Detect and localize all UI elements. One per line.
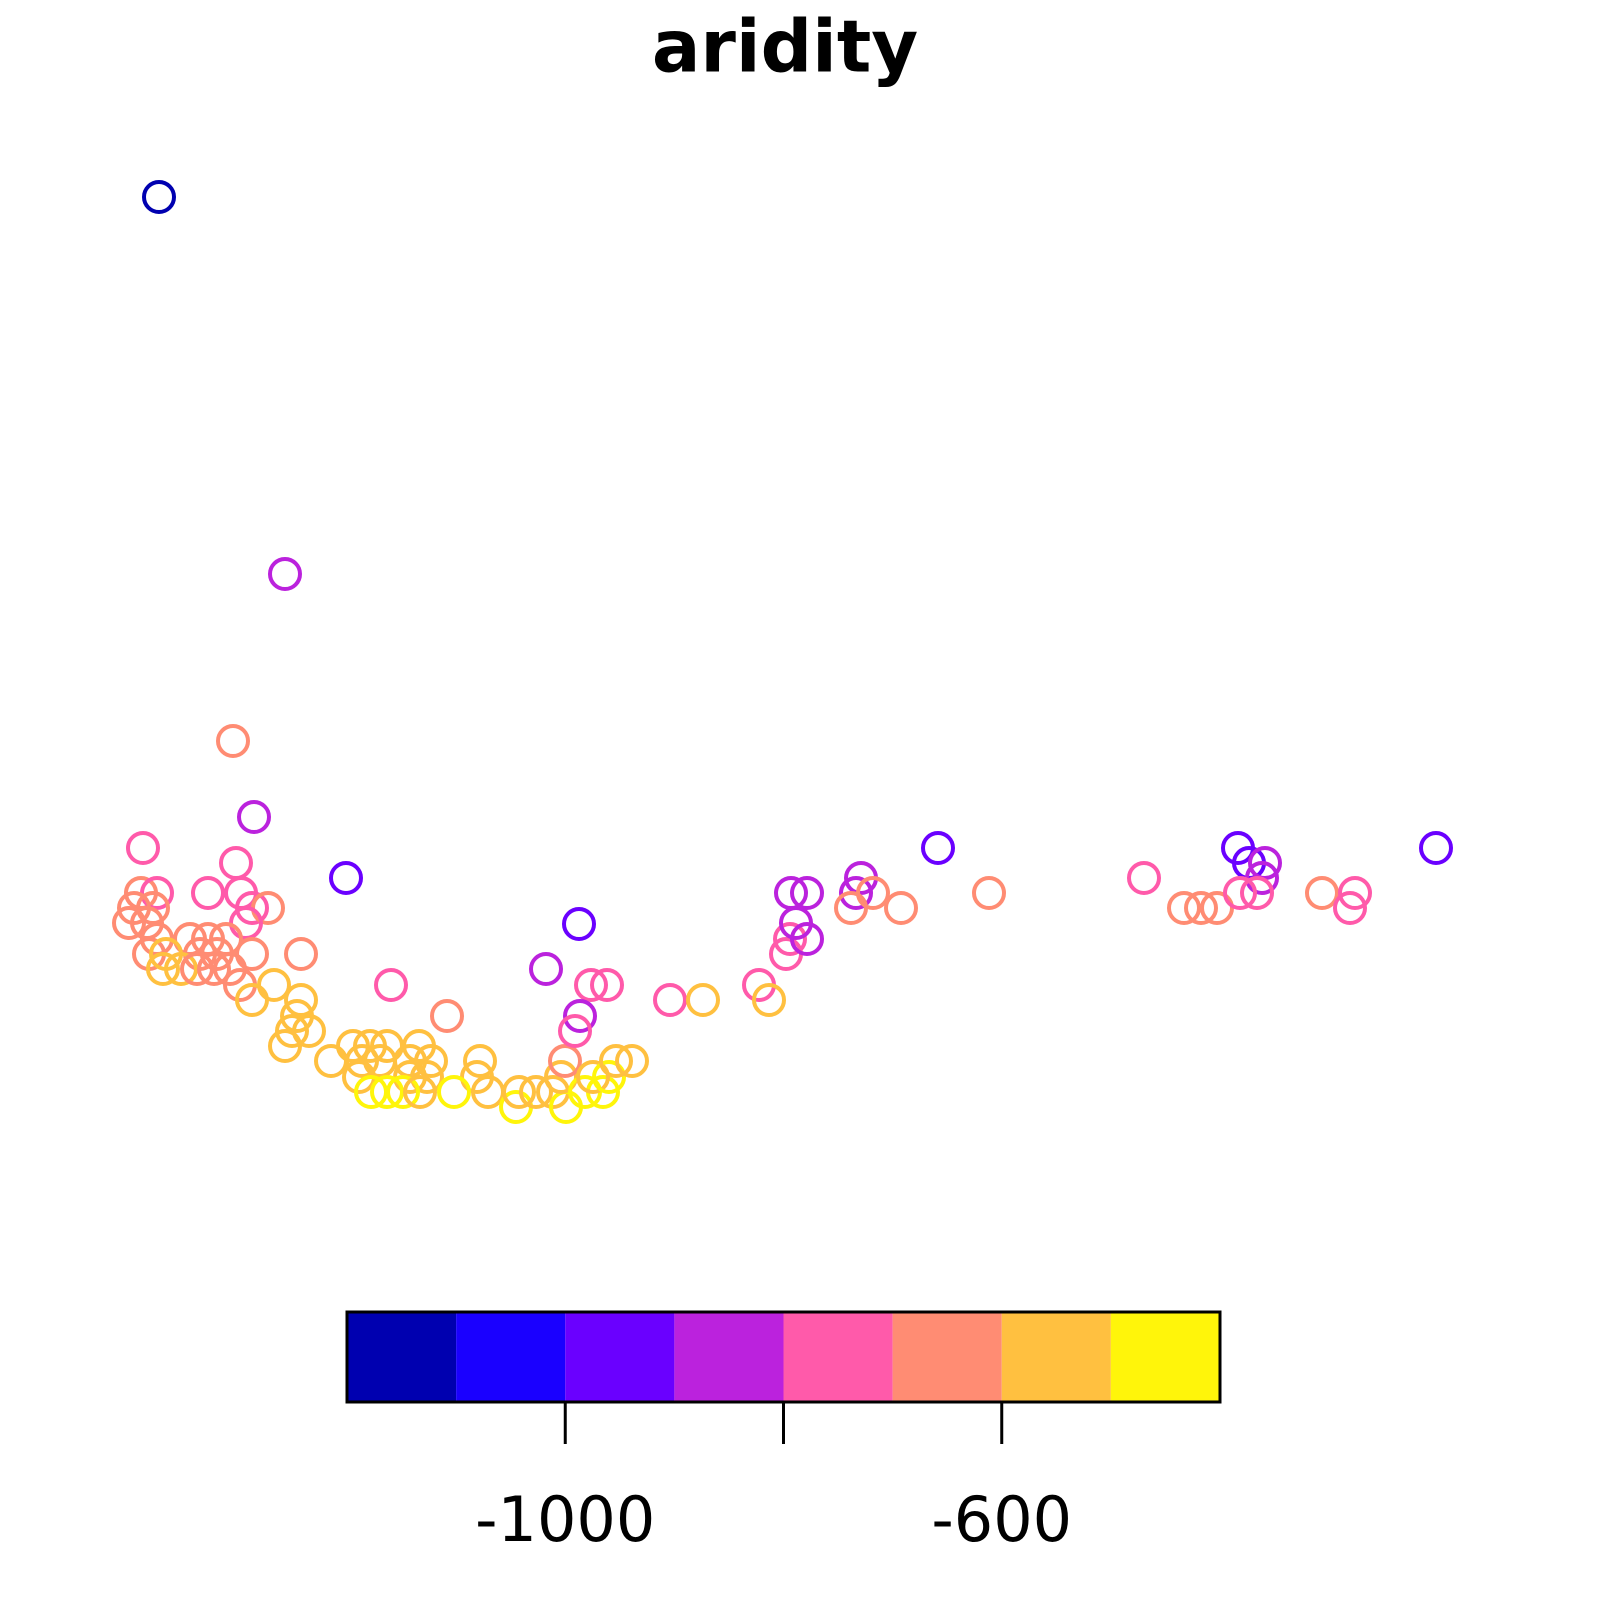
colorbar-tick-label: -600 [931,1483,1072,1556]
point [463,1044,497,1078]
point [529,952,563,986]
point [519,1075,553,1109]
point [615,1044,649,1078]
point [1127,861,1161,895]
colorbar-segment [347,1312,457,1402]
point [112,906,146,940]
point [921,831,955,865]
point [502,1075,536,1109]
colorbar-segment [783,1312,893,1402]
point [1223,876,1257,910]
point [197,952,231,986]
point [752,983,786,1017]
point [576,1060,610,1094]
point [1419,831,1453,865]
point [548,1044,582,1078]
point [235,891,269,925]
point [142,180,176,214]
point [686,983,720,1017]
point [1240,876,1274,910]
point [146,952,180,986]
point [599,1044,633,1078]
point [558,1014,592,1048]
point [126,831,160,865]
point [773,922,807,956]
point [592,1060,626,1094]
point [314,1044,348,1078]
point [284,983,318,1017]
colorbar-segment [892,1312,1002,1402]
point [430,999,464,1033]
point [284,937,318,971]
point [403,1075,437,1109]
colorbar-segment [456,1312,566,1402]
point [590,968,624,1002]
colorbar-segment [674,1312,784,1402]
point [257,968,291,1002]
point [191,876,225,910]
point [574,968,608,1002]
point [292,1014,326,1048]
point [1184,891,1218,925]
point [834,891,868,925]
point [370,1075,404,1109]
point [268,1029,302,1063]
colorbar-segment [1110,1312,1220,1402]
point [345,1044,379,1078]
point [1333,891,1367,925]
colorbar-tick-label: -1000 [475,1483,655,1556]
point [774,876,808,910]
point [414,1044,448,1078]
point [219,846,253,880]
point [1305,876,1339,910]
point [1167,891,1201,925]
point [562,907,596,941]
point [235,937,269,971]
point [563,999,597,1033]
point [180,952,214,986]
point [839,876,873,910]
point [386,1075,420,1109]
point [374,968,408,1002]
point [790,876,824,910]
chart-title: aridity [652,5,918,89]
point [653,983,687,1017]
point [437,1075,471,1109]
point [235,983,269,1017]
colorbar-segment [1001,1312,1111,1402]
point [1338,876,1372,910]
point [216,724,250,758]
point [329,861,363,895]
point [268,557,302,591]
point [237,800,271,834]
colorbar-segment [565,1312,675,1402]
point [884,891,918,925]
point [972,876,1006,910]
point [164,952,198,986]
